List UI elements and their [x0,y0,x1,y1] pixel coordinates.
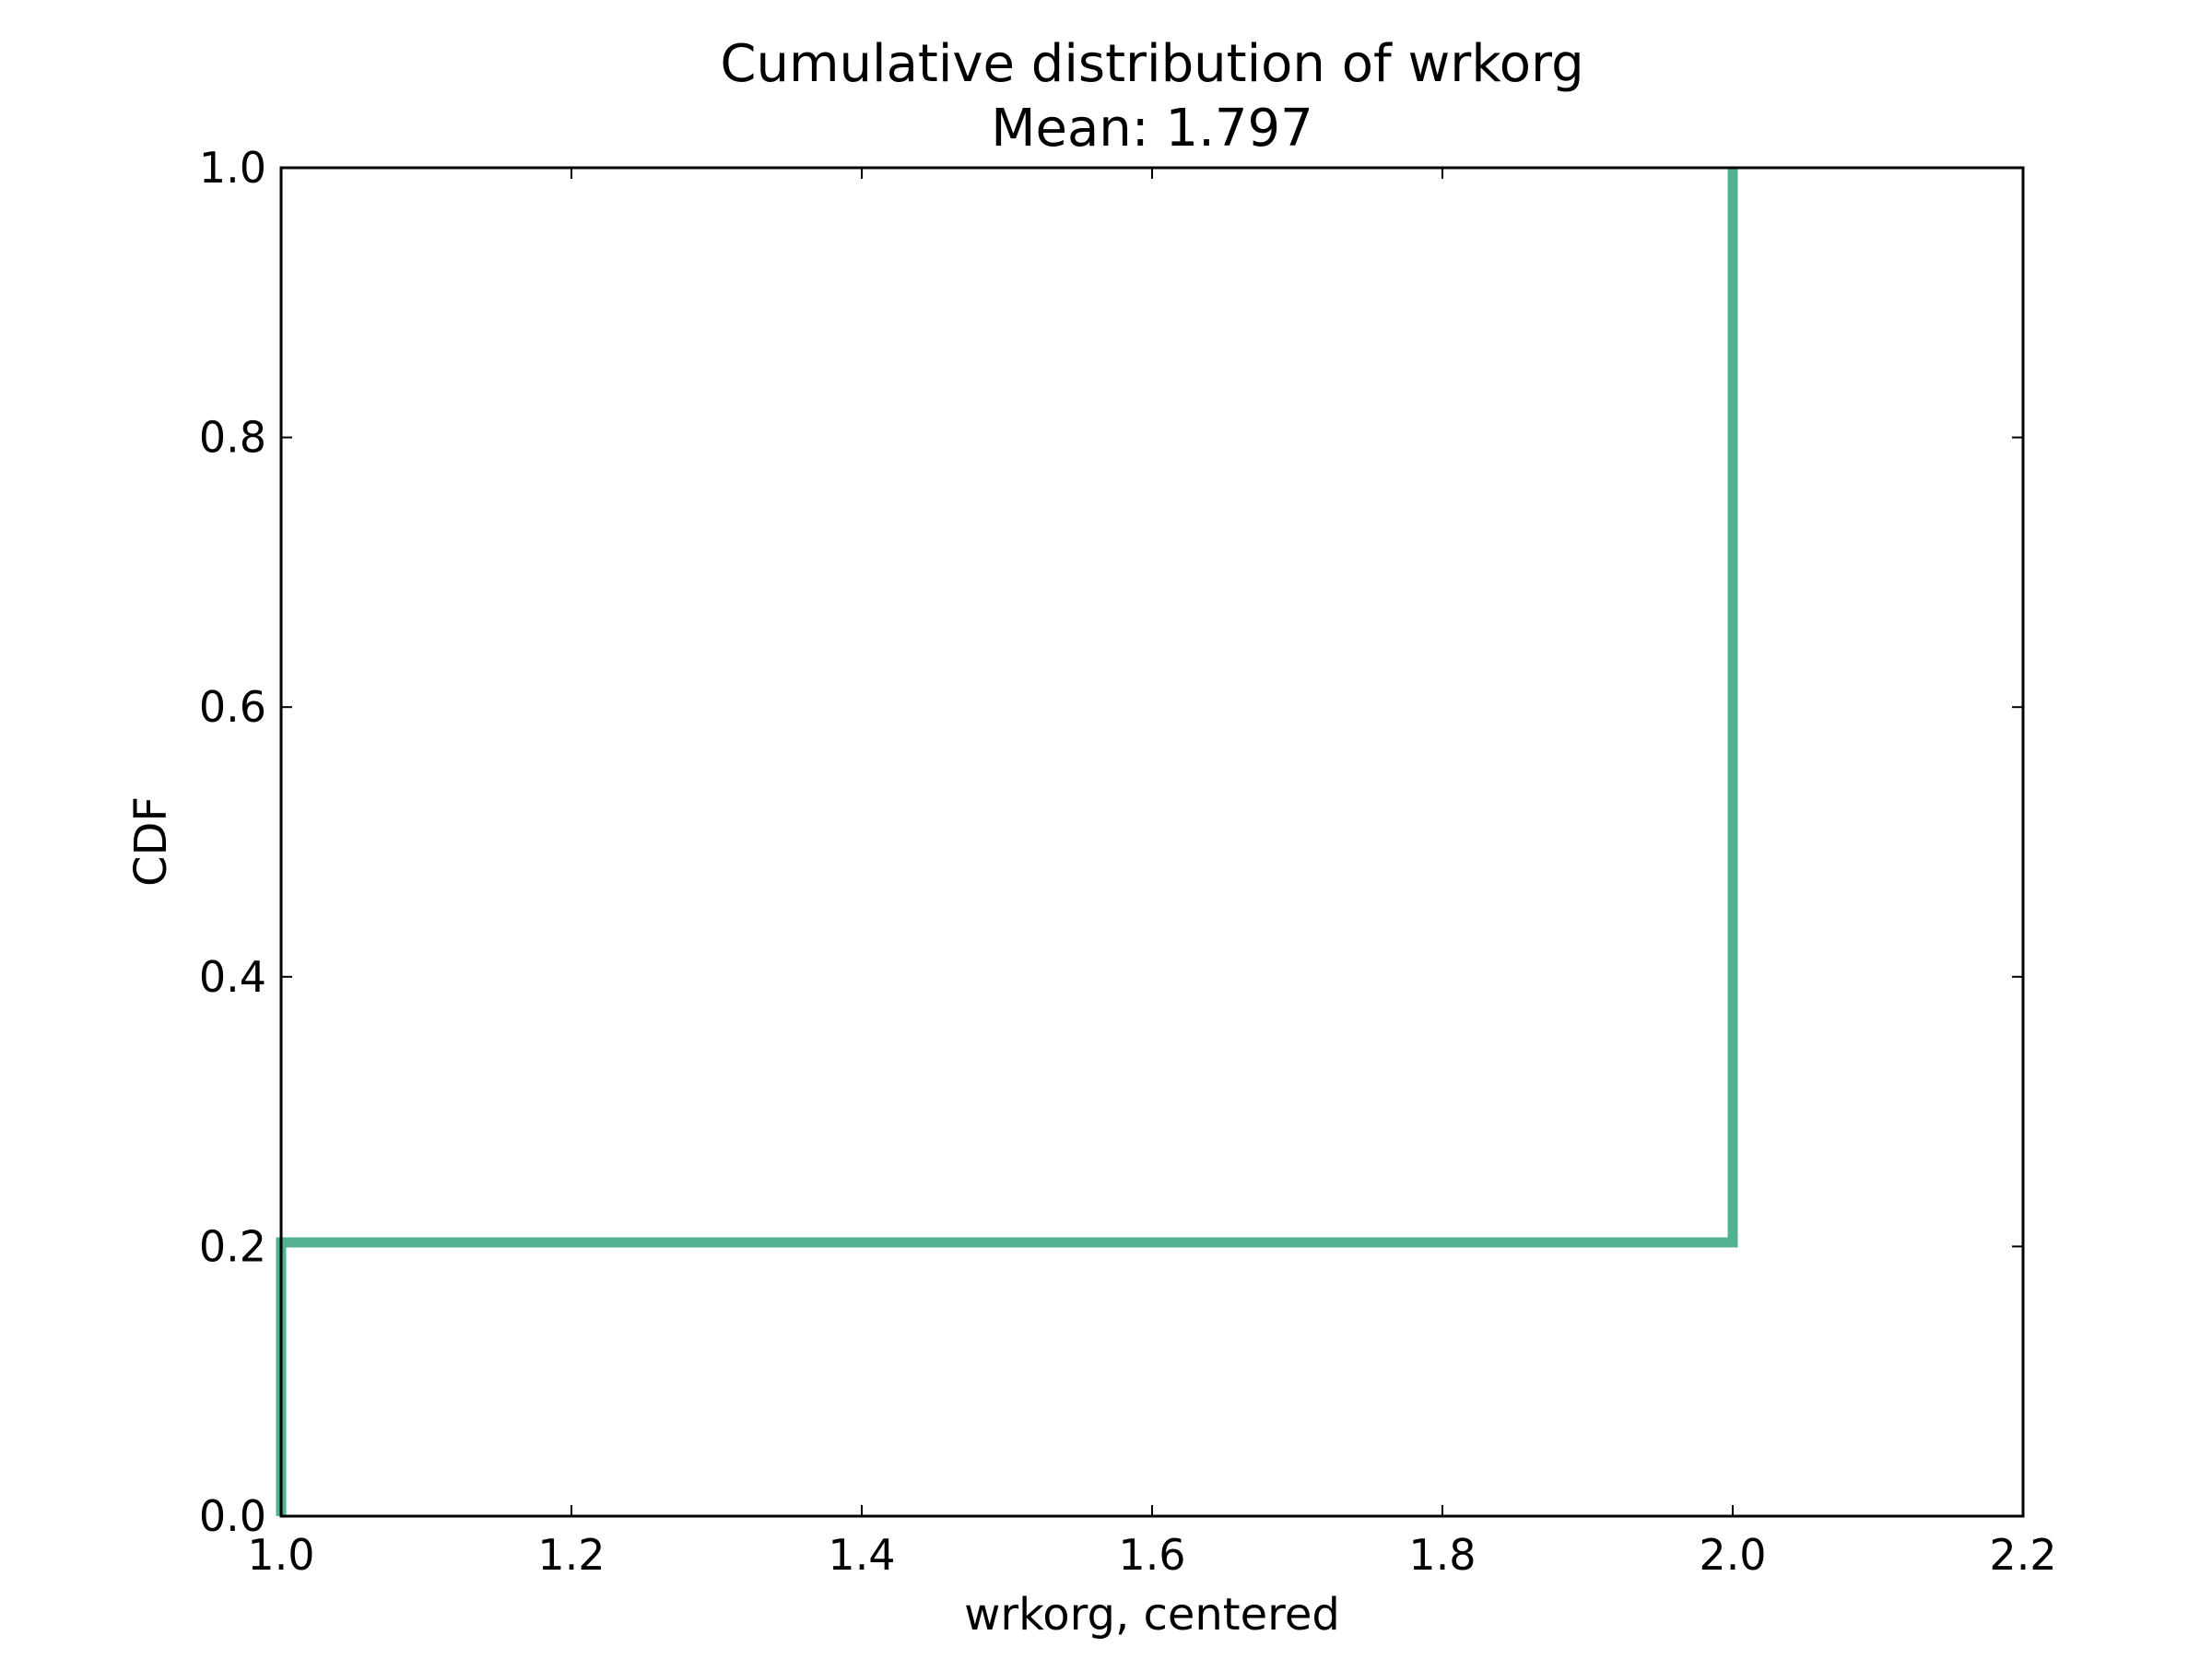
chart-subtitle: Mean: 1.797 [991,99,1313,159]
x-tick-label: 1.6 [1118,1530,1185,1580]
y-axis-label: CDF [125,796,177,887]
x-tick-label: 1.0 [247,1530,314,1580]
x-tick-label: 2.2 [1989,1530,2056,1580]
y-tick-label: 0.2 [199,1221,266,1271]
plot-frame [279,166,2025,1518]
x-tick-label: 1.4 [828,1530,895,1580]
x-tick-label: 2.0 [1699,1530,1766,1580]
y-tick-label: 0.8 [199,413,266,463]
x-tick-label: 1.8 [1408,1530,1476,1580]
y-tick-label: 0.4 [199,952,266,1002]
x-tick-label: 1.2 [537,1530,605,1580]
y-tick-label: 0.0 [199,1491,266,1541]
tick-labels: 1.0 1.2 1.4 1.6 1.8 2.0 2.2 0.0 0.2 0.4 0.6 0.8 1.0 [199,143,2057,1580]
y-tick-label: 0.6 [199,682,266,732]
y-tick-label: 1.0 [199,143,266,193]
chart-title: Cumulative distribution of wrkorg [720,34,1583,94]
x-axis-label: wrkorg, centered [964,1589,1340,1641]
